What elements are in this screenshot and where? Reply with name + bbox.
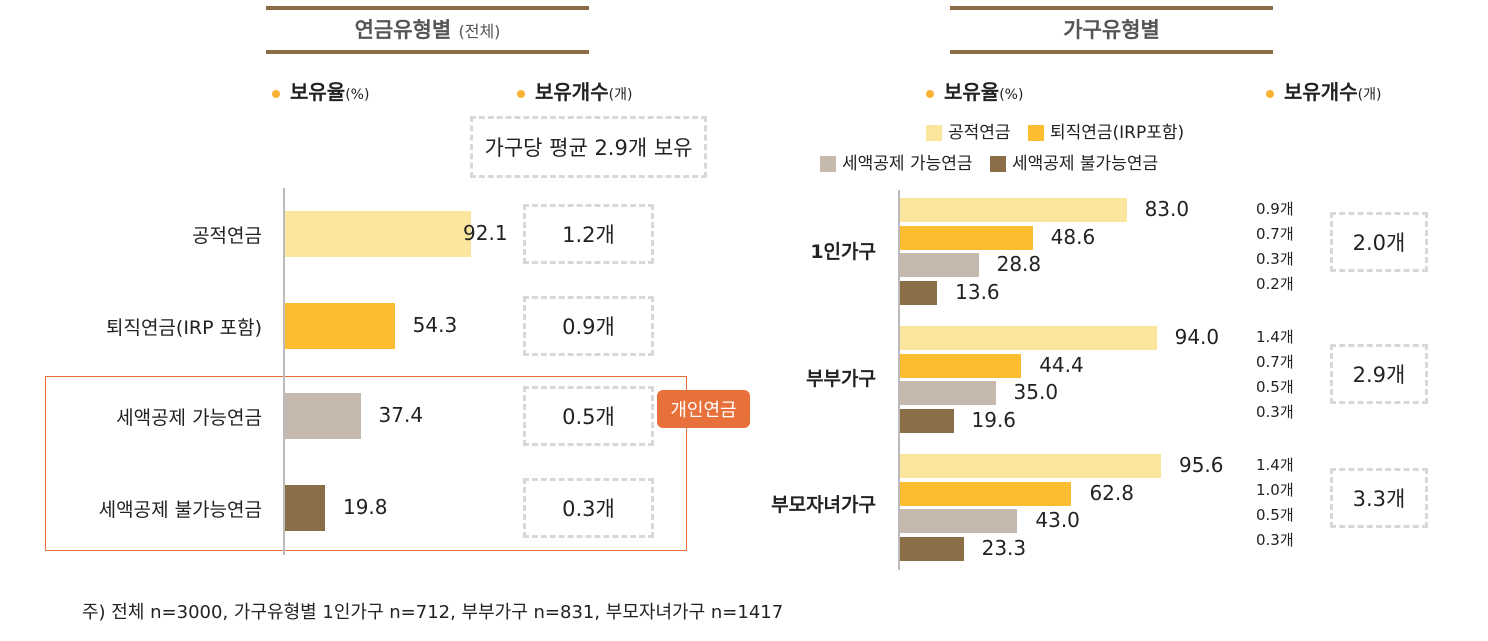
category-label: 세액공제 가능연금	[116, 407, 262, 429]
left-rate-heading: 보유율(%)	[272, 76, 369, 105]
count-item: 0.2개	[1256, 275, 1294, 293]
value-label: 35.0	[1013, 380, 1059, 404]
bar	[900, 225, 1033, 250]
count-item: 0.3개	[1256, 403, 1294, 421]
bar	[285, 303, 395, 349]
legend-swatch-public	[926, 125, 942, 141]
left-count-heading: 보유개수(개)	[517, 76, 632, 105]
category-label: 세액공제 불가능연금	[98, 499, 262, 521]
right-count-heading: 보유개수(개)	[1266, 76, 1381, 105]
right-title: 가구유형별	[950, 6, 1273, 54]
bar	[900, 326, 1157, 350]
count-item: 0.5개	[1256, 378, 1294, 396]
legend-deductible: 세액공제 가능연금	[842, 154, 973, 174]
count-item: 0.9개	[1256, 200, 1294, 218]
left-title: 연금유형별 (전체)	[266, 6, 589, 54]
footnote: 주) 전체 n=3000, 가구유형별 1인가구 n=712, 부부가구 n=8…	[82, 602, 784, 623]
bullet-icon	[272, 89, 280, 98]
rate-unit: (%)	[999, 87, 1024, 103]
value-label: 83.0	[1144, 197, 1190, 221]
count-item: 0.3개	[1256, 250, 1294, 268]
legend-retire: 퇴직연금(IRP포함)	[1049, 123, 1185, 143]
personal-pension-frame	[45, 376, 687, 551]
total-count-box: 2.9개	[1330, 344, 1428, 404]
count-label: 보유개수	[1284, 80, 1358, 104]
bullet-icon	[517, 89, 525, 98]
count-box: 0.3개	[523, 478, 654, 538]
group-label: 1인가구	[810, 241, 876, 263]
value-label: 43.0	[1035, 508, 1080, 532]
rate-label: 보유율	[944, 80, 1000, 104]
value-label: 92.1	[463, 221, 508, 245]
value-label: 94.0	[1174, 325, 1220, 349]
bullet-icon	[1266, 89, 1274, 98]
value-label: 54.3	[412, 313, 458, 337]
group-label: 부모자녀가구	[771, 494, 876, 516]
total-count-box: 3.3개	[1330, 468, 1428, 528]
count-unit: (개)	[608, 87, 633, 103]
count-box: 0.9개	[523, 296, 654, 356]
count-unit: (개)	[1357, 87, 1382, 103]
value-label: 37.4	[378, 403, 424, 427]
group-label: 부부가구	[806, 368, 876, 390]
legend-swatch-retire	[1027, 125, 1044, 141]
left-title-text: 연금유형별	[354, 18, 452, 42]
bar	[900, 408, 954, 433]
count-item: 0.3개	[1256, 531, 1294, 549]
bar	[900, 454, 1161, 478]
count-item: 1.4개	[1256, 456, 1294, 474]
right-axis	[898, 190, 900, 570]
bar	[900, 253, 979, 277]
bar	[900, 280, 938, 305]
bar	[900, 536, 964, 561]
bar	[900, 481, 1072, 506]
category-label: 퇴직연금(IRP 포함)	[105, 317, 262, 339]
value-label: 44.4	[1039, 352, 1084, 377]
count-box: 0.5개	[523, 386, 654, 446]
count-item: 1.4개	[1256, 328, 1294, 346]
bullet-icon	[926, 89, 934, 98]
count-item: 0.7개	[1256, 353, 1294, 371]
legend-row-2: 세액공제 가능연금 세액공제 불가능연금	[820, 149, 1158, 174]
count-label: 보유개수	[535, 80, 609, 104]
bar	[900, 381, 996, 405]
value-label: 23.3	[981, 535, 1027, 560]
count-item: 1.0개	[1256, 481, 1294, 499]
left-axis	[283, 188, 285, 555]
value-label: 62.8	[1089, 480, 1134, 505]
bar	[285, 211, 472, 257]
total-count-box: 2.0개	[1330, 212, 1428, 272]
rate-label: 보유율	[290, 80, 346, 104]
bar	[285, 485, 325, 531]
category-label: 공적연금	[192, 225, 262, 247]
bar	[900, 353, 1022, 378]
legend-swatch-nondeductible	[989, 156, 1006, 172]
count-item: 0.5개	[1256, 506, 1294, 524]
right-rate-heading: 보유율(%)	[926, 76, 1023, 105]
rate-unit: (%)	[345, 87, 370, 103]
bar	[900, 509, 1018, 533]
value-label: 95.6	[1178, 453, 1224, 477]
legend-swatch-deductible	[820, 156, 836, 172]
bar	[285, 393, 361, 439]
value-label: 48.6	[1050, 224, 1096, 249]
value-label: 28.8	[996, 252, 1042, 276]
legend-public: 공적연금	[948, 123, 1011, 143]
bar	[900, 198, 1127, 222]
value-label: 13.6	[955, 279, 1000, 304]
count-item: 0.7개	[1256, 225, 1294, 243]
count-box: 1.2개	[523, 204, 654, 264]
average-note-box: 가구당 평균 2.9개 보유	[470, 116, 707, 178]
value-label: 19.6	[971, 407, 1017, 432]
value-label: 19.8	[342, 495, 388, 519]
personal-pension-badge: 개인연금	[657, 390, 750, 428]
left-title-note: (전체)	[458, 22, 501, 41]
legend-row-1: 공적연금 퇴직연금(IRP포함)	[926, 118, 1184, 143]
legend-nondeductible: 세액공제 불가능연금	[1011, 154, 1159, 174]
